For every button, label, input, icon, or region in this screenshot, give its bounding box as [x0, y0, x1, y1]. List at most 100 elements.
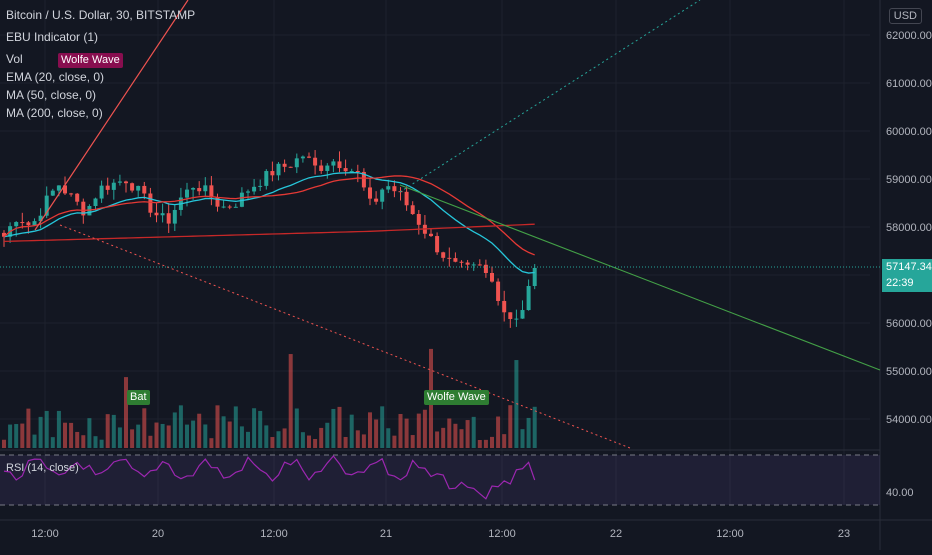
indicator-ma50[interactable]: MA (50, close, 0) — [6, 88, 97, 102]
x-tick-label: 20 — [152, 528, 164, 540]
indicator-ema20[interactable]: EMA (20, close, 0) — [6, 70, 105, 84]
volume-bar — [386, 428, 391, 448]
indicator-ma200[interactable]: MA (200, close, 0) — [6, 106, 103, 120]
indicator-vol[interactable]: Vol — [6, 52, 23, 66]
candle-body — [14, 222, 19, 227]
candle-body — [221, 206, 226, 208]
candle-body — [508, 312, 513, 319]
candle-body — [307, 156, 311, 158]
candle-body — [355, 170, 360, 172]
candle-body — [459, 261, 464, 263]
volume-bar — [130, 429, 135, 448]
candle-body — [325, 165, 330, 171]
volume-bar — [160, 423, 165, 448]
candle-body — [227, 206, 232, 208]
x-tick-label: 12:00 — [260, 528, 288, 540]
volume-bar — [172, 412, 177, 448]
volume-bar — [307, 435, 311, 448]
candle-body — [288, 166, 293, 168]
volume-bar — [44, 410, 49, 448]
ema-20-line — [3, 171, 535, 274]
volume-bar — [99, 439, 104, 448]
volume-bar — [532, 406, 537, 448]
candle-body — [44, 195, 49, 216]
candle-body — [160, 213, 165, 216]
candle-body — [374, 198, 379, 202]
trend-line-green — [399, 184, 881, 371]
candle-body — [447, 257, 452, 259]
volume-bar — [441, 427, 446, 448]
candle-body — [20, 222, 25, 224]
volume-bar — [93, 436, 98, 448]
volume-bar — [490, 436, 494, 448]
candle-body — [124, 181, 128, 184]
volume-bar — [453, 423, 458, 448]
volume-bar — [282, 428, 287, 448]
bat-pattern-tag: Bat — [127, 390, 150, 405]
volume-bar — [63, 422, 67, 448]
candle-body — [56, 185, 61, 191]
volume-bar — [14, 424, 19, 448]
candle-body — [337, 161, 342, 169]
candle-body — [514, 318, 519, 320]
volume-bar — [38, 416, 43, 448]
wolfe-line-dotted-red — [59, 224, 631, 449]
volume-bar — [209, 438, 214, 448]
candle-body — [136, 185, 141, 191]
candle-body — [32, 221, 37, 226]
volume-bar — [526, 417, 531, 448]
volume-bar — [117, 427, 122, 448]
candle-body — [319, 165, 324, 171]
volume-bar — [227, 421, 232, 448]
candle-body — [361, 171, 366, 188]
candle-body — [532, 267, 537, 287]
candle-body — [246, 191, 250, 193]
volume-bar — [203, 424, 208, 448]
candle-body — [526, 286, 531, 311]
x-tick-label: 23 — [838, 528, 850, 540]
volume-bar — [124, 377, 128, 448]
volume-bar — [520, 429, 525, 448]
indicator-ebu[interactable]: EBU Indicator (1) — [6, 30, 99, 44]
candle-body — [416, 214, 421, 225]
volume-bar — [191, 420, 196, 448]
candle-body — [276, 163, 281, 176]
volume-bar — [398, 413, 403, 448]
volume-bar — [368, 412, 372, 448]
volume-bar — [258, 410, 263, 448]
rsi-label[interactable]: RSI (14, close) — [6, 462, 79, 474]
candle-body — [209, 185, 214, 198]
volume-bar — [148, 435, 153, 448]
symbol-title: Bitcoin / U.S. Dollar, 30, BITSTAMP — [6, 8, 196, 22]
volume-bar — [185, 424, 189, 448]
volume-bar — [178, 405, 183, 448]
x-tick-label: 12:00 — [488, 528, 516, 540]
volume-bar — [26, 408, 31, 448]
last-price-label: 57147.34 — [882, 259, 932, 276]
candle-body — [490, 273, 494, 282]
volume-bar — [294, 408, 299, 448]
candle-body — [239, 192, 244, 207]
candle-body — [453, 258, 458, 262]
volume-bar — [270, 437, 275, 448]
volume-bar — [233, 406, 238, 448]
candle-body — [185, 189, 189, 198]
volume-bar — [422, 409, 427, 448]
candle-body — [435, 236, 440, 253]
candle-body — [368, 187, 372, 199]
volume-bar — [75, 431, 80, 448]
candle-body — [264, 171, 269, 186]
y-tick-label: 62000.00 — [886, 30, 932, 42]
candle-body — [93, 198, 98, 206]
candle-body — [142, 185, 147, 194]
currency-button[interactable]: USD — [888, 8, 922, 24]
candle-body — [148, 193, 153, 213]
candle-body — [233, 206, 238, 208]
candle-body — [166, 213, 171, 224]
volume-bar — [465, 420, 470, 448]
x-tick-label: 12:00 — [716, 528, 744, 540]
volume-bar — [252, 408, 257, 448]
candle-body — [215, 197, 220, 207]
